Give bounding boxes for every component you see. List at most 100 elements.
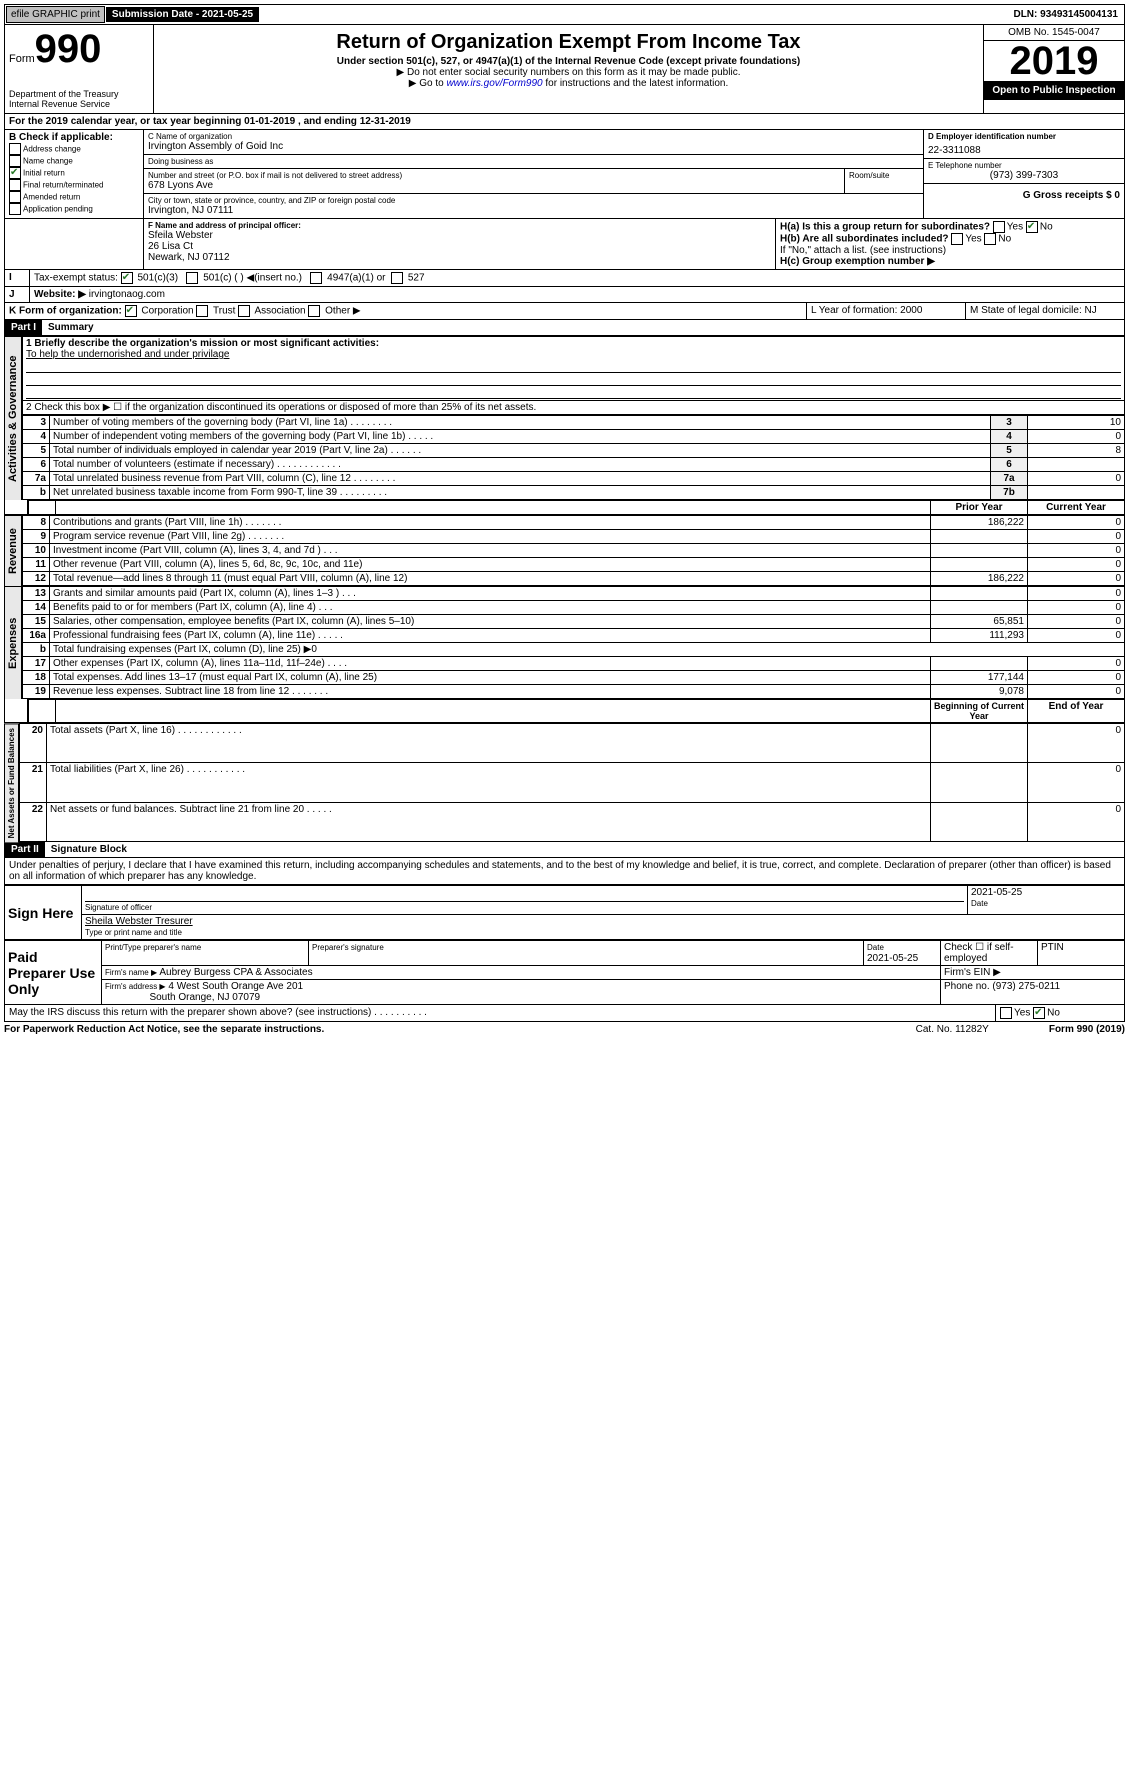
sign-here: Sign Here: [5, 886, 82, 940]
discuss-no-cb[interactable]: [1033, 1007, 1045, 1019]
4947-cb[interactable]: [310, 272, 322, 284]
footer-r: Form 990 (2019): [1049, 1024, 1125, 1035]
dln: DLN: 93493145004131: [1007, 7, 1124, 22]
paid-preparer: Paid Preparer Use Only: [5, 941, 102, 1005]
goto-prefix: ▶ Go to: [409, 78, 447, 89]
addr-label: Number and street (or P.O. box if mail i…: [148, 171, 840, 180]
b-cb-2[interactable]: [9, 167, 21, 179]
firm-label: Firm's name ▶: [105, 968, 157, 977]
tab-net: Net Assets or Fund Balances: [4, 723, 19, 842]
d-label: D Employer identification number: [928, 132, 1120, 141]
declaration: Under penalties of perjury, I declare th…: [4, 858, 1125, 885]
part2-title: Signature Block: [45, 842, 133, 857]
b-cb-3[interactable]: [9, 179, 21, 191]
discuss-no: No: [1047, 1008, 1060, 1019]
discuss-yes-cb[interactable]: [1000, 1007, 1012, 1019]
footer-c: Cat. No. 11282Y: [916, 1024, 989, 1035]
m-state: M State of legal domicile: NJ: [966, 303, 1124, 319]
firm-phone: Phone no. (973) 275-0211: [941, 980, 1125, 1005]
tab-activities: Activities & Governance: [4, 336, 22, 500]
open-inspection: Open to Public Inspection: [984, 81, 1124, 100]
mission-text: To help the undernorished and under priv…: [26, 349, 229, 360]
hb-note: If "No," attach a list. (see instruction…: [780, 245, 1120, 256]
date-label: Date: [971, 899, 988, 908]
q2: 2 Check this box ▶ ☐ if the organization…: [23, 401, 1125, 415]
city: Irvington, NJ 07111: [148, 205, 919, 216]
b-cb-4[interactable]: [9, 191, 21, 203]
f-label: F Name and address of principal officer:: [148, 221, 771, 230]
footer-l: For Paperwork Reduction Act Notice, see …: [4, 1024, 324, 1035]
form-label: Form: [9, 53, 35, 65]
ha-no-cb[interactable]: [1026, 221, 1038, 233]
hb-no-cb[interactable]: [984, 233, 996, 245]
b-opt-0: Address change: [23, 145, 81, 154]
subtitle-2: ▶ Do not enter social security numbers o…: [158, 67, 979, 78]
501c3-cb[interactable]: [121, 272, 133, 284]
b-cb-0[interactable]: [9, 143, 21, 155]
end-year-hdr: End of Year: [1028, 700, 1125, 723]
phone: (973) 399-7303: [928, 170, 1120, 181]
b-label: B Check if applicable:: [9, 132, 139, 143]
line-a: For the 2019 calendar year, or tax year …: [5, 114, 1124, 129]
org-name: Irvington Assembly of Goid Inc: [148, 141, 919, 152]
self-emp: Check ☐ if self-employed: [941, 941, 1038, 966]
opt-501c: 501(c) ( ) ◀(insert no.): [203, 273, 302, 284]
b-opt-3: Final return/terminated: [23, 181, 103, 190]
opt-4947: 4947(a)(1) or: [327, 273, 385, 284]
k-corp-cb[interactable]: [125, 305, 137, 317]
k-other: Other ▶: [325, 306, 360, 317]
b-cb-5[interactable]: [9, 203, 21, 215]
top-bar: efile GRAPHIC print Submission Date - 20…: [4, 4, 1125, 25]
c-name-label: C Name of organization: [148, 132, 919, 141]
efile-btn[interactable]: efile GRAPHIC print: [6, 6, 105, 23]
prep-sig-label: Preparer's signature: [312, 943, 384, 952]
527-cb[interactable]: [391, 272, 403, 284]
b-opt-1: Name change: [23, 157, 73, 166]
ha-yes-cb[interactable]: [993, 221, 1005, 233]
tab-expenses: Expenses: [4, 586, 22, 699]
addr: 678 Lyons Ave: [148, 180, 840, 191]
firm-name: Aubrey Burgess CPA & Associates: [159, 967, 312, 978]
current-year-hdr: Current Year: [1028, 501, 1125, 515]
header: Form990 Department of the Treasury Inter…: [4, 25, 1125, 114]
line-i: I: [5, 270, 30, 286]
b-opt-5: Application pending: [23, 205, 93, 214]
l-year: L Year of formation: 2000: [807, 303, 966, 319]
hc-label: H(c) Group exemption number ▶: [780, 256, 1120, 267]
no-label: No: [1040, 222, 1053, 233]
dba-label: Doing business as: [148, 157, 919, 166]
city-label: City or town, state or province, country…: [148, 196, 919, 205]
tab-revenue: Revenue: [4, 515, 22, 586]
501c-cb[interactable]: [186, 272, 198, 284]
discuss-q: May the IRS discuss this return with the…: [5, 1005, 996, 1021]
officer-printed: Sheila Webster Tresurer: [85, 916, 1121, 927]
b-cb-1[interactable]: [9, 155, 21, 167]
irs-link[interactable]: www.irs.gov/Form990: [446, 78, 542, 89]
hb-yes-cb[interactable]: [951, 233, 963, 245]
officer-name: Sfeila Webster: [148, 230, 771, 241]
name-label: Type or print name and title: [85, 928, 182, 937]
k-trust-cb[interactable]: [196, 305, 208, 317]
ein: 22-3311088: [928, 145, 1120, 156]
ha-label: H(a) Is this a group return for subordin…: [780, 222, 990, 233]
prep-date: 2021-05-25: [867, 953, 918, 964]
hb-label: H(b) Are all subordinates included?: [780, 234, 949, 245]
q1: 1 Briefly describe the organization's mi…: [26, 338, 379, 349]
yes-label: Yes: [1007, 222, 1023, 233]
prep-name-label: Print/Type preparer's name: [105, 943, 201, 952]
g-receipts: G Gross receipts $ 0: [924, 184, 1124, 207]
goto-suffix: for instructions and the latest informat…: [543, 78, 729, 89]
opt-527: 527: [408, 273, 425, 284]
form-number: 990: [35, 27, 102, 71]
dept: Department of the Treasury Internal Reve…: [9, 89, 149, 109]
beg-year-hdr: Beginning of Current Year: [931, 700, 1028, 723]
submission-date: Submission Date - 2021-05-25: [106, 7, 259, 22]
sig-date: 2021-05-25: [971, 887, 1121, 898]
k-assoc: Association: [254, 306, 305, 317]
k-trust: Trust: [213, 306, 235, 317]
k-other-cb[interactable]: [308, 305, 320, 317]
firm-addr2: South Orange, NJ 07079: [149, 992, 260, 1003]
website: irvingtonaog.com: [89, 289, 165, 300]
officer-addr2: Newark, NJ 07112: [148, 252, 771, 263]
k-assoc-cb[interactable]: [238, 305, 250, 317]
